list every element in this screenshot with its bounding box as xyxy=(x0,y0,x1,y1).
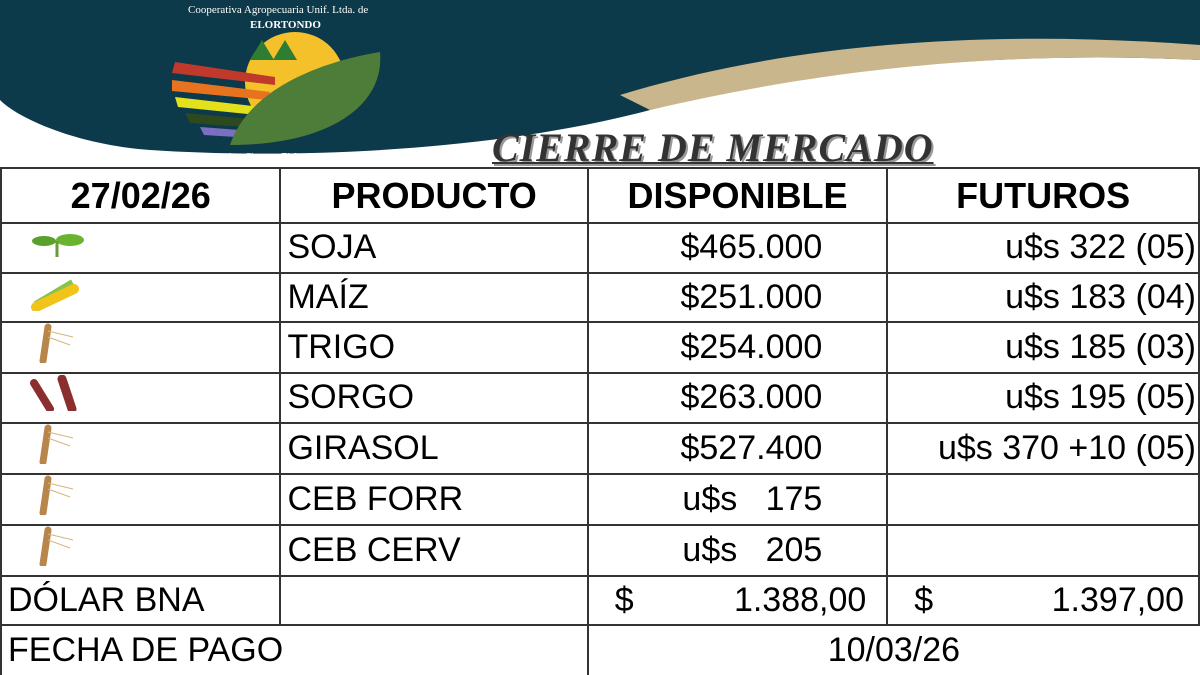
header-banner: Cooperativa Agropecuaria Unif. Ltda. de … xyxy=(0,0,1200,163)
wheat-icon xyxy=(28,526,78,575)
date-header: 27/02/26 xyxy=(0,167,282,224)
logo-towns-text: Elortondo - Chovet - El Jardin xyxy=(194,152,318,163)
futuros-price xyxy=(886,472,1200,526)
wheat-icon xyxy=(28,323,78,372)
disponible-price: $254.000 xyxy=(586,321,889,375)
table-row: MAÍZ $251.000 u$s 183 (04) xyxy=(0,271,1200,324)
product-icon-cell xyxy=(0,472,282,526)
product-icon-cell xyxy=(0,321,282,375)
logo-name-text: ELORTONDO xyxy=(250,19,321,31)
dolar-row: DÓLAR BNA $1.388,00 $1.397,00 xyxy=(0,574,1200,627)
table-row: SORGO $263.000 u$s 195 (05) xyxy=(0,372,1200,424)
dolar-disponible: $1.388,00 xyxy=(586,574,889,627)
table-row: TRIGO $254.000 u$s 185 (03) xyxy=(0,321,1200,375)
product-header: PRODUCTO xyxy=(279,167,589,224)
product-name: CEB CERV xyxy=(279,523,589,577)
pago-date: 10/03/26 xyxy=(586,624,1199,675)
table-row: CEB CERV u$s 205 xyxy=(0,523,1200,577)
futuros-price xyxy=(886,523,1200,577)
disponible-price: $263.000 xyxy=(586,372,889,424)
product-name: SOJA xyxy=(279,222,589,274)
dolar-futuros: $1.397,00 xyxy=(886,574,1200,627)
futuros-price: u$s 185 (03) xyxy=(886,321,1200,375)
futuros-price: u$s 183 (04) xyxy=(886,271,1200,324)
product-icon-cell xyxy=(0,222,282,274)
pago-row: FECHA DE PAGO 10/03/26 xyxy=(0,624,1199,675)
market-table: 27/02/26 PRODUCTO DISPONIBLE FUTUROS SOJ… xyxy=(0,167,1200,675)
product-icon-cell xyxy=(0,372,282,424)
disponible-price: $527.400 xyxy=(586,421,889,475)
product-name: MAÍZ xyxy=(279,271,589,324)
disponible-header: DISPONIBLE xyxy=(586,167,889,224)
futuros-price: u$s 370 +10 (05) xyxy=(886,421,1200,475)
logo-org-text: Cooperativa Agropecuaria Unif. Ltda. de xyxy=(188,4,368,16)
disponible-price: u$s 175 xyxy=(586,472,889,526)
pago-label: FECHA DE PAGO xyxy=(0,624,589,675)
product-name: CEB FORR xyxy=(279,472,589,526)
sorghum-icon xyxy=(28,374,88,420)
futuros-price: u$s 195 (05) xyxy=(886,372,1200,424)
futuros-header: FUTUROS xyxy=(886,167,1200,224)
table-row: CEB FORR u$s 175 xyxy=(0,472,1200,526)
soy-sprout-icon xyxy=(28,229,88,268)
product-icon-cell xyxy=(0,271,282,324)
table-header: 27/02/26 PRODUCTO DISPONIBLE FUTUROS xyxy=(0,167,1200,224)
product-name: GIRASOL xyxy=(279,421,589,475)
wheat-icon xyxy=(28,424,78,473)
page-title: CIERRE DE MERCADO xyxy=(492,125,934,170)
product-icon-cell xyxy=(0,421,282,475)
product-name: SORGO xyxy=(279,372,589,424)
disponible-price: $465.000 xyxy=(586,222,889,274)
disponible-price: $251.000 xyxy=(586,271,889,324)
product-icon-cell xyxy=(0,523,282,577)
empty-cell xyxy=(279,574,589,627)
disponible-price: u$s 205 xyxy=(586,523,889,577)
dolar-label: DÓLAR BNA xyxy=(0,574,281,627)
corn-icon xyxy=(28,275,88,320)
table-row: GIRASOL $527.400 u$s 370 +10 (05) xyxy=(0,421,1200,475)
futuros-price: u$s 322 (05) xyxy=(886,222,1200,274)
product-name: TRIGO xyxy=(279,321,589,375)
table-row: SOJA $465.000 u$s 322 (05) xyxy=(0,222,1200,274)
cooperative-logo: Cooperativa Agropecuaria Unif. Ltda. de … xyxy=(172,4,381,163)
wheat-icon xyxy=(28,475,78,524)
